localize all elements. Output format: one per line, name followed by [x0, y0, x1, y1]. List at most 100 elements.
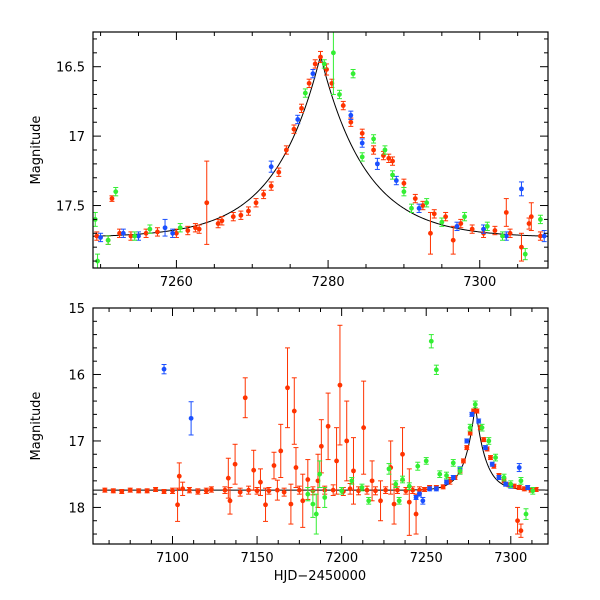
- bottom-red-point: [271, 451, 277, 480]
- data-point: [305, 491, 311, 497]
- data-point: [489, 461, 495, 467]
- top-red-point: [427, 211, 433, 255]
- bottom-x-tick-label: 7250: [410, 551, 443, 566]
- data-point: [444, 473, 449, 478]
- bottom-green-point: [523, 508, 529, 520]
- bottom-series-blue: [161, 364, 531, 505]
- bottom-blue-point: [420, 496, 426, 505]
- bottom-green-point: [433, 364, 439, 375]
- bottom-red-point: [325, 392, 331, 461]
- bottom-red-point: [144, 488, 150, 494]
- data-point: [203, 488, 209, 494]
- data-point: [113, 189, 119, 195]
- top-blue-point: [162, 218, 168, 237]
- top-red-point: [431, 209, 437, 219]
- top-green-point: [462, 211, 468, 222]
- data-point: [528, 214, 534, 220]
- data-point: [390, 158, 395, 164]
- data-point: [519, 244, 524, 250]
- data-point: [371, 136, 376, 142]
- top-green-point: [147, 224, 153, 234]
- data-point: [415, 463, 421, 469]
- bottom-green-point: [437, 470, 443, 479]
- data-point: [523, 511, 529, 517]
- data-point: [406, 483, 412, 489]
- bottom-red-point: [369, 460, 375, 502]
- top-red-point: [503, 198, 509, 227]
- top-blue-point: [310, 68, 316, 79]
- data-point: [516, 485, 522, 490]
- top-red-point: [230, 211, 236, 222]
- bottom-panel-ticks: 7100 7150 7200 7250 7300 15 16 17 18: [68, 302, 548, 566]
- data-point: [136, 233, 141, 239]
- bottom-green-point: [393, 480, 399, 488]
- top-series-green: [93, 32, 543, 268]
- data-point: [337, 92, 342, 97]
- data-point: [443, 214, 449, 220]
- data-point: [299, 105, 304, 111]
- top-x-tick-label: 7280: [312, 275, 345, 290]
- top-blue-point: [541, 230, 547, 243]
- bottom-red-point: [222, 486, 228, 494]
- top-panel: 7260 7280 7300 16.5 17 17.5 Magnitude: [29, 31, 549, 290]
- data-point: [105, 237, 111, 243]
- data-point: [386, 466, 392, 472]
- data-point: [295, 117, 301, 122]
- data-point: [98, 235, 103, 240]
- data-point: [518, 478, 524, 484]
- top-red-point: [261, 189, 267, 200]
- data-point: [293, 465, 299, 470]
- data-point: [222, 487, 228, 493]
- data-point: [359, 485, 365, 490]
- bottom-green-point: [467, 423, 473, 432]
- top-green-point: [484, 221, 490, 232]
- data-point: [386, 155, 392, 161]
- top-blue-point: [268, 160, 274, 173]
- data-point: [420, 498, 426, 504]
- top-blue-point: [393, 175, 399, 186]
- top-green-point: [177, 223, 183, 233]
- data-point: [450, 237, 456, 243]
- bottom-red-point: [440, 484, 446, 490]
- data-point: [486, 438, 492, 444]
- data-point: [339, 488, 345, 494]
- bottom-x-tick-label: 7300: [494, 551, 527, 566]
- data-point: [330, 487, 336, 493]
- data-point: [348, 112, 354, 118]
- top-green-point: [113, 186, 119, 197]
- bottom-green-point: [530, 486, 536, 495]
- data-point: [136, 488, 142, 494]
- data-point: [423, 458, 429, 464]
- bottom-green-point: [317, 460, 323, 488]
- bottom-red-point: [288, 483, 294, 525]
- data-point: [348, 119, 354, 125]
- data-point: [433, 486, 439, 492]
- data-point: [390, 172, 395, 178]
- bottom-green-point: [359, 483, 365, 492]
- bottom-red-point: [422, 486, 428, 492]
- top-blue-point: [170, 228, 176, 238]
- data-point: [467, 425, 473, 431]
- bottom-green-point: [406, 482, 412, 490]
- data-point: [401, 189, 407, 195]
- top-red-point: [492, 225, 498, 236]
- data-point: [481, 226, 486, 232]
- data-point: [530, 488, 536, 494]
- data-point: [493, 455, 498, 460]
- bottom-blue-point: [444, 479, 450, 485]
- bottom-red-point: [400, 427, 406, 482]
- data-point: [525, 485, 531, 490]
- top-green-point: [439, 217, 445, 227]
- data-point: [515, 518, 520, 524]
- bottom-red-point: [364, 485, 370, 495]
- data-point: [464, 445, 470, 451]
- bottom-green-point: [486, 437, 492, 445]
- data-point: [457, 468, 463, 474]
- bottom-green-point: [305, 486, 311, 502]
- data-point: [454, 223, 460, 229]
- bottom-red-point: [203, 487, 209, 494]
- data-point: [410, 487, 416, 493]
- data-point: [507, 230, 513, 236]
- top-red-point: [109, 195, 115, 202]
- data-point: [143, 230, 149, 236]
